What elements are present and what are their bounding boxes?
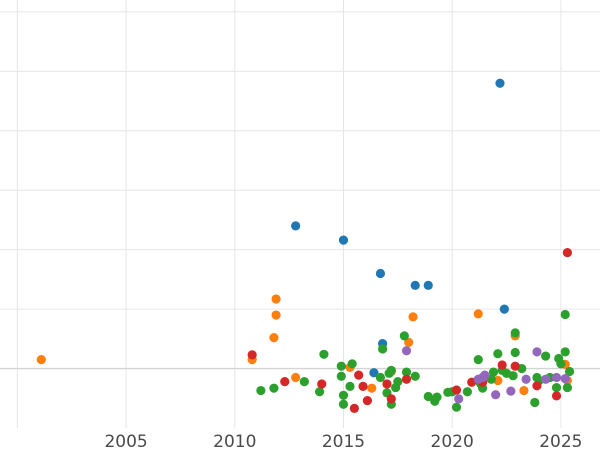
data-point-series-3 — [401, 367, 412, 377]
data-point-series-3 — [432, 392, 442, 402]
data-point-series-3 — [488, 367, 499, 377]
data-point-series-3 — [345, 381, 355, 391]
data-point-series-5 — [532, 347, 542, 357]
data-point-series-1 — [410, 280, 420, 290]
data-point-series-4 — [451, 385, 462, 395]
data-point-series-4 — [280, 377, 290, 387]
data-point-series-4 — [532, 381, 542, 391]
data-point-series-3 — [347, 359, 357, 369]
x-tick-label: 2025 — [539, 432, 582, 450]
data-point-series-3 — [493, 349, 503, 359]
data-point-series-4 — [510, 361, 520, 371]
x-tick-label: 2010 — [213, 432, 256, 450]
data-point-series-3 — [399, 331, 409, 341]
data-point-series-3 — [451, 402, 462, 412]
data-point-series-2 — [367, 383, 377, 393]
data-point-series-4 — [562, 248, 572, 258]
data-point-series-2 — [269, 333, 279, 343]
data-point-series-5 — [491, 390, 501, 400]
data-point-series-2 — [291, 372, 301, 383]
data-point-series-2 — [271, 294, 281, 304]
data-point-series-4 — [401, 374, 412, 384]
data-point-series-3 — [378, 344, 388, 354]
data-point-series-2 — [519, 385, 529, 396]
data-point-series-3 — [541, 351, 551, 361]
data-point-series-3 — [562, 382, 572, 393]
data-point-series-4 — [349, 403, 359, 413]
data-point-series-4 — [317, 379, 327, 389]
x-tick-label: 2020 — [431, 432, 474, 450]
data-point-series-3 — [269, 383, 279, 393]
data-point-series-3 — [338, 390, 349, 400]
data-point-series-4 — [354, 370, 364, 380]
data-point-series-1 — [499, 304, 509, 314]
data-point-series-3 — [510, 347, 520, 358]
data-point-series-4 — [362, 396, 372, 406]
data-point-series-3 — [410, 371, 420, 381]
data-point-series-5 — [560, 374, 570, 384]
data-point-series-5 — [521, 374, 531, 384]
data-point-series-3 — [393, 377, 403, 387]
data-point-series-5 — [454, 394, 464, 404]
data-point-series-3 — [508, 371, 518, 381]
data-point-series-1 — [375, 268, 386, 279]
data-point-series-5 — [480, 370, 490, 380]
data-point-series-5 — [401, 346, 412, 356]
data-point-series-3 — [319, 349, 329, 359]
data-point-series-3 — [299, 377, 309, 387]
data-point-series-1 — [369, 368, 379, 378]
data-point-series-3 — [386, 365, 396, 375]
data-point-series-1 — [423, 280, 433, 290]
data-point-series-3 — [556, 359, 566, 369]
x-tick-label: 2015 — [322, 432, 365, 450]
data-point-series-3 — [560, 347, 570, 357]
data-point-series-3 — [473, 355, 483, 365]
data-point-series-3 — [336, 371, 346, 381]
data-point-series-5 — [551, 372, 562, 383]
data-point-series-3 — [564, 366, 575, 377]
x-tick-label: 2005 — [104, 432, 147, 450]
data-point-series-3 — [423, 391, 433, 402]
data-point-series-3 — [486, 374, 496, 384]
data-point-series-2 — [404, 337, 414, 347]
data-point-series-2 — [271, 310, 281, 320]
data-point-series-4 — [551, 391, 562, 401]
data-point-series-4 — [497, 360, 507, 370]
data-point-series-3 — [551, 382, 562, 393]
data-point-series-3 — [530, 397, 540, 408]
data-point-series-4 — [382, 379, 392, 389]
data-point-series-2 — [36, 355, 46, 365]
data-point-series-3 — [338, 399, 349, 409]
data-point-series-3 — [336, 361, 346, 371]
data-point-series-1 — [338, 235, 349, 245]
data-point-series-3 — [462, 387, 472, 397]
data-point-series-5 — [541, 374, 551, 384]
data-point-series-4 — [386, 394, 396, 404]
data-point-series-3 — [256, 385, 266, 396]
data-point-series-4 — [358, 381, 368, 391]
data-point-series-2 — [408, 312, 418, 322]
data-point-series-1 — [495, 78, 505, 88]
data-point-series-1 — [291, 221, 301, 231]
data-point-series-5 — [506, 386, 516, 396]
data-point-series-3 — [375, 372, 386, 383]
data-point-series-2 — [473, 309, 483, 319]
data-point-series-4 — [247, 350, 257, 360]
data-point-series-3 — [314, 387, 325, 397]
data-point-series-3 — [510, 328, 520, 338]
data-point-series-3 — [560, 309, 570, 320]
